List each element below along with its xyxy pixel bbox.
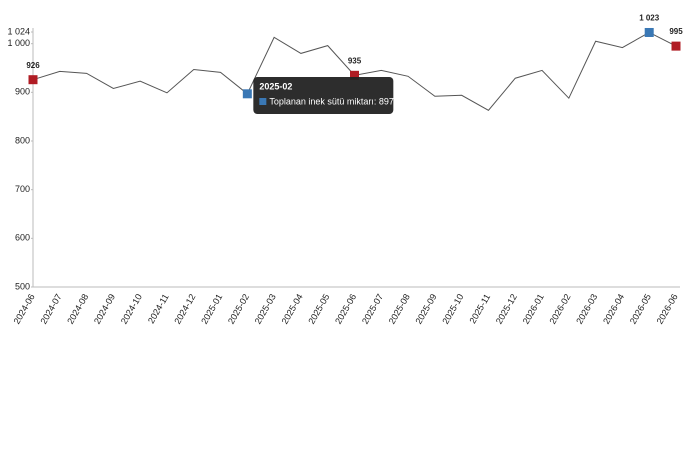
point-marker bbox=[28, 75, 38, 85]
x-tick-label: 2025-09 bbox=[413, 292, 438, 326]
data-label: 935 bbox=[348, 56, 362, 65]
x-tick-label: 2025-11 bbox=[467, 292, 492, 325]
x-tick-label: 2025-08 bbox=[387, 292, 412, 326]
x-tick-label: 2025-04 bbox=[280, 292, 305, 326]
y-tick-label: 1 000 bbox=[7, 38, 30, 48]
x-tick-label: 2025-01 bbox=[199, 292, 224, 326]
x-tick-label: 2025-02 bbox=[226, 292, 251, 326]
x-tick-label: 2024-08 bbox=[65, 292, 90, 326]
x-tick-label: 2024-09 bbox=[92, 292, 117, 326]
y-tick-label: 900 bbox=[15, 87, 30, 97]
tooltip: 2025-02 Toplanan inek sütü miktarı: 897 bbox=[253, 77, 394, 114]
point-marker bbox=[671, 41, 681, 51]
x-tick-label: 2024-10 bbox=[119, 292, 144, 326]
point-marker bbox=[644, 27, 654, 37]
x-tick-label: 2025-12 bbox=[494, 292, 519, 326]
x-tick-label: 2025-03 bbox=[253, 292, 278, 326]
y-tick-label: 800 bbox=[15, 135, 30, 145]
x-tick-label: 2025-10 bbox=[440, 292, 465, 326]
y-tick-label: 700 bbox=[15, 184, 30, 194]
x-tick-label: 2026-06 bbox=[655, 292, 680, 326]
x-tick-label: 2025-07 bbox=[360, 292, 385, 326]
x-tick-label: 2025-05 bbox=[306, 292, 331, 326]
y-tick-label: 1 024 bbox=[7, 26, 30, 36]
point-marker bbox=[242, 89, 252, 99]
x-tick-label: 2026-04 bbox=[601, 292, 626, 326]
data-label: 995 bbox=[669, 27, 683, 36]
x-tick-label: 2025-06 bbox=[333, 292, 358, 326]
x-tick-label: 2024-12 bbox=[172, 292, 197, 326]
tooltip-swatch bbox=[259, 98, 267, 105]
y-tick-label: 500 bbox=[15, 281, 30, 291]
x-tick-label: 2026-02 bbox=[547, 292, 572, 326]
y-tick-label: 600 bbox=[15, 233, 30, 243]
data-label: 1 023 bbox=[639, 14, 660, 23]
x-tick-label: 2026-05 bbox=[628, 292, 653, 326]
x-tick-label: 2024-11 bbox=[146, 292, 171, 325]
data-label: 926 bbox=[26, 61, 40, 70]
tooltip-title: 2025-02 bbox=[259, 81, 292, 91]
x-tick-label: 2026-03 bbox=[574, 292, 599, 326]
x-tick-label: 2024-07 bbox=[38, 292, 63, 326]
point-marker bbox=[350, 70, 359, 80]
x-tick-label: 2026-01 bbox=[521, 292, 546, 326]
tooltip-text: Toplanan inek sütü miktarı: 897 bbox=[269, 96, 394, 106]
x-tick-label: 2024-06 bbox=[12, 292, 37, 326]
tooltip-box bbox=[253, 77, 394, 114]
